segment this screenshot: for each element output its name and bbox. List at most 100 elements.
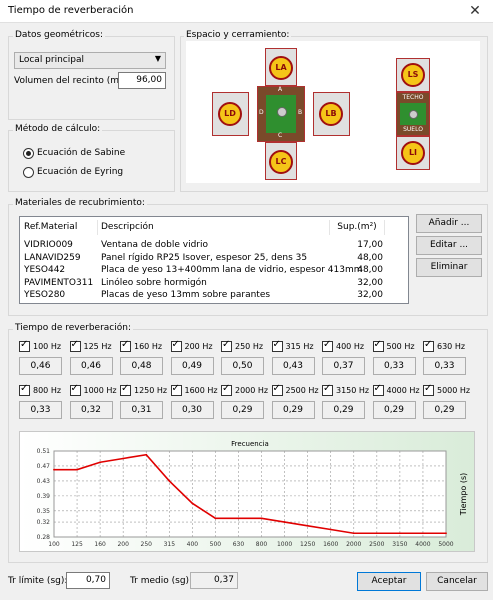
strip-techo: TECHO [402,94,424,101]
band-value: 0,50 [221,357,264,375]
col-desc[interactable]: Descripción [98,220,330,235]
band-label: 1250 Hz [134,386,168,395]
band-checkbox[interactable] [221,383,232,396]
wall-lb-badge: LB [319,102,343,126]
band-value: 0,48 [120,357,163,375]
band-checkbox[interactable] [271,339,283,352]
table-cell-desc: Ventana de doble vidrio [101,240,209,250]
x-tick-label: 2000 [346,541,361,548]
table-cell-ref: YESO280 [24,290,66,300]
materials-table[interactable]: Ref.Material Descripción Sup.(m²) VIDRIO… [19,216,409,304]
method-group-label: Método de cálculo: [13,124,103,134]
y-tick-label: 0.39 [37,493,51,500]
delete-button[interactable]: Eliminar [416,258,482,277]
series-point [122,457,125,460]
strip-a: A [278,86,283,93]
band-value: 0,43 [271,357,315,375]
series-point [422,532,424,535]
table-cell-ref: YESO442 [24,265,66,275]
window-title: Tiempo de reverberación [8,5,134,16]
table-cell-ref: VIDRIO009 [24,240,73,250]
band-value: 0,49 [170,357,214,375]
wall-la[interactable]: LA [265,48,297,86]
band-checkbox[interactable] [170,339,182,352]
wall-lc[interactable]: LC [265,142,297,180]
x-tick-label: 1000 [277,541,292,548]
table-cell-desc: Panel rígido RP25 Isover, espesor 25, de… [101,252,308,263]
wall-li[interactable]: LI [396,136,430,170]
x-tick-label: 200 [117,541,129,548]
band-checkbox[interactable] [69,339,81,352]
band-checkbox[interactable] [372,383,384,396]
edit-button[interactable]: Editar ... [416,236,482,255]
table-cell-sup: 32,00 [357,290,383,300]
wall-lb[interactable]: LB [313,92,350,136]
band-checkbox[interactable] [69,383,81,396]
band-label: 2000 Hz [235,386,269,395]
col-sup[interactable]: Sup.(m²) [330,220,385,235]
band-checkbox[interactable] [271,383,283,396]
band-checkbox[interactable] [322,383,333,396]
eyring-radio[interactable] [23,167,34,178]
table-cell-ref: LANAVID259 [24,252,81,263]
table-cell-sup: 17,00 [357,240,383,250]
wall-ls-badge: LS [401,63,425,87]
space-select[interactable]: Local principal ▼ [14,52,166,69]
series-point [398,532,401,535]
y-tick-label: 0.32 [37,519,51,526]
table-cell-sup: 48,00 [357,265,383,275]
band-checkbox[interactable] [423,339,434,352]
space-select-value: Local principal [19,55,84,65]
band-label: 125 Hz [83,342,112,351]
band-label: 315 Hz [285,342,314,351]
table-cell-desc: Placas de yeso 13mm sobre parantes [101,290,271,300]
source-icon [277,107,287,117]
cancel-button[interactable]: Cancelar [426,572,488,591]
col-ref[interactable]: Ref.Material [21,220,98,235]
accept-button[interactable]: Aceptar [357,572,421,591]
x-tick-label: 100 [48,541,60,548]
close-icon[interactable]: ✕ [469,3,481,19]
y-axis-label: Tiempo (s) [459,473,468,517]
eyring-radio-label: Ecuación de Eyring [37,167,124,177]
chevron-down-icon: ▼ [154,54,161,63]
reverb-chart: 100 125 160 200 250 315 400 500 630 800 1000 1250 16… [19,431,475,552]
y-tick-label: 0.47 [37,463,51,470]
band-checkbox[interactable] [372,339,384,352]
tr-limit-field[interactable]: 0,70 [66,572,110,589]
band-checkbox[interactable] [221,339,232,352]
series-point [145,453,148,456]
band-checkbox[interactable] [19,383,30,396]
band-value: 0,31 [120,401,163,419]
method-group [8,130,175,192]
band-checkbox[interactable] [120,339,131,352]
band-checkbox[interactable] [322,339,333,352]
band-checkbox[interactable] [19,339,30,352]
chart-title: Frecuencia [231,440,269,448]
band-value: 0,29 [271,401,315,419]
wall-ld[interactable]: LD [212,92,249,136]
tr-mean-field: 0,37 [190,572,238,589]
x-tick-label: 400 [187,541,199,548]
band-label: 100 Hz [33,342,62,351]
volume-field[interactable]: 96,00 [118,72,166,89]
band-checkbox[interactable] [120,383,131,396]
band-value: 0,46 [19,357,62,375]
band-checkbox[interactable] [423,383,434,396]
table-cell-desc: Placa de yeso 13+400mm lana de vidrio, e… [101,265,363,275]
add-button[interactable]: Añadir ... [416,214,482,233]
band-label: 5000 Hz [437,386,471,395]
x-tick-label: 5000 [438,541,453,548]
sabine-radio[interactable] [23,148,34,159]
series-point [283,521,286,523]
materials-group-label: Materiales de recubrimiento: [13,198,147,208]
geometry-group-label: Datos geométricos: [13,30,105,40]
tr-mean-label: Tr medio (sg): [130,576,193,586]
wall-ls[interactable]: LS [396,58,430,92]
x-tick-label: 125 [71,541,83,548]
band-value: 0,37 [322,357,365,375]
wall-li-badge: LI [401,141,425,165]
band-checkbox[interactable] [170,383,182,396]
volume-label: Volumen del recinto (m³): [14,76,130,86]
series-point [168,480,171,482]
